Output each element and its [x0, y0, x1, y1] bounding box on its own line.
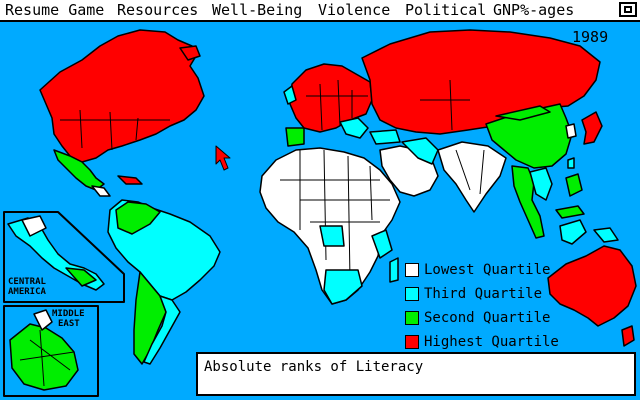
- region-ussr-lines: [420, 79, 470, 131]
- region-north-america[interactable]: [39, 29, 205, 163]
- region-iran[interactable]: [401, 137, 439, 165]
- inset-middle-east-label-2: EAST: [58, 319, 80, 329]
- close-box-icon[interactable]: [619, 2, 637, 17]
- inset-middle-east-white[interactable]: [33, 309, 53, 331]
- region-india[interactable]: [437, 141, 507, 213]
- region-north-america-lines: [60, 109, 170, 151]
- menu-resources[interactable]: Resources: [117, 1, 199, 19]
- legend-swatch-third: [405, 287, 419, 301]
- region-new-zealand[interactable]: [621, 325, 635, 347]
- region-balkans[interactable]: [339, 117, 369, 139]
- caption-box: Absolute ranks of Literacy: [196, 352, 636, 396]
- region-iberia[interactable]: [285, 127, 305, 147]
- region-southern-africa[interactable]: [323, 269, 363, 305]
- region-uk[interactable]: [283, 85, 297, 105]
- region-central-america[interactable]: [91, 185, 111, 197]
- region-europe-lines: [306, 79, 368, 131]
- region-philippines[interactable]: [565, 173, 583, 197]
- inset-central-america-white[interactable]: [21, 215, 47, 237]
- region-japan[interactable]: [581, 111, 603, 145]
- inset-central-america-label-1: CENTRAL: [8, 277, 47, 287]
- region-colombia-venezuela[interactable]: [115, 201, 161, 235]
- region-taiwan[interactable]: [567, 157, 575, 169]
- region-indonesia-2[interactable]: [559, 219, 587, 245]
- region-island-north[interactable]: [179, 45, 201, 61]
- region-australia[interactable]: [547, 245, 637, 327]
- region-turkey[interactable]: [369, 129, 401, 145]
- region-indochina[interactable]: [529, 167, 553, 201]
- inset-central-america-label-2: AMERICA: [8, 287, 47, 297]
- region-new-guinea[interactable]: [593, 227, 619, 243]
- region-argentina[interactable]: [143, 295, 181, 365]
- inset-central-america-green[interactable]: [65, 267, 97, 287]
- menu-bar: Resume Game Resources Well-Being Violenc…: [0, 0, 640, 22]
- menu-gnp-ages[interactable]: GNP%-ages: [493, 1, 575, 19]
- menu-violence[interactable]: Violence: [318, 1, 391, 19]
- region-korea[interactable]: [565, 123, 577, 139]
- legend-label-lowest: Lowest Quartile: [424, 262, 551, 278]
- caption-text: Absolute ranks of Literacy: [204, 359, 424, 375]
- region-indonesia-1[interactable]: [555, 205, 585, 219]
- region-africa-lines: [280, 149, 390, 281]
- mouse-cursor-icon: [215, 145, 231, 171]
- year-label: 1989: [572, 28, 609, 46]
- legend-swatch-lowest: [405, 263, 419, 277]
- inset-middle-east-label-1: MIDDLE: [52, 309, 85, 319]
- region-madagascar[interactable]: [389, 257, 399, 283]
- menu-resume-game[interactable]: Resume Game: [5, 1, 105, 19]
- region-south-asia-lines: [455, 149, 485, 195]
- region-caribbean[interactable]: [117, 175, 143, 185]
- legend-swatch-highest: [405, 335, 419, 349]
- legend-label-third: Third Quartile: [424, 286, 543, 302]
- legend-label-second: Second Quartile: [424, 310, 551, 326]
- world-map[interactable]: CENTRAL AMERICA MIDDLE EAST: [0, 22, 640, 400]
- region-east-africa[interactable]: [371, 229, 393, 259]
- region-mongolia[interactable]: [495, 105, 551, 121]
- inset-middle-east-lines: [19, 329, 75, 387]
- menu-well-being[interactable]: Well-Being: [212, 1, 303, 19]
- region-central-africa[interactable]: [319, 225, 345, 247]
- menu-political[interactable]: Political: [405, 1, 487, 19]
- legend-label-highest: Highest Quartile: [424, 334, 559, 350]
- legend-swatch-second: [405, 311, 419, 325]
